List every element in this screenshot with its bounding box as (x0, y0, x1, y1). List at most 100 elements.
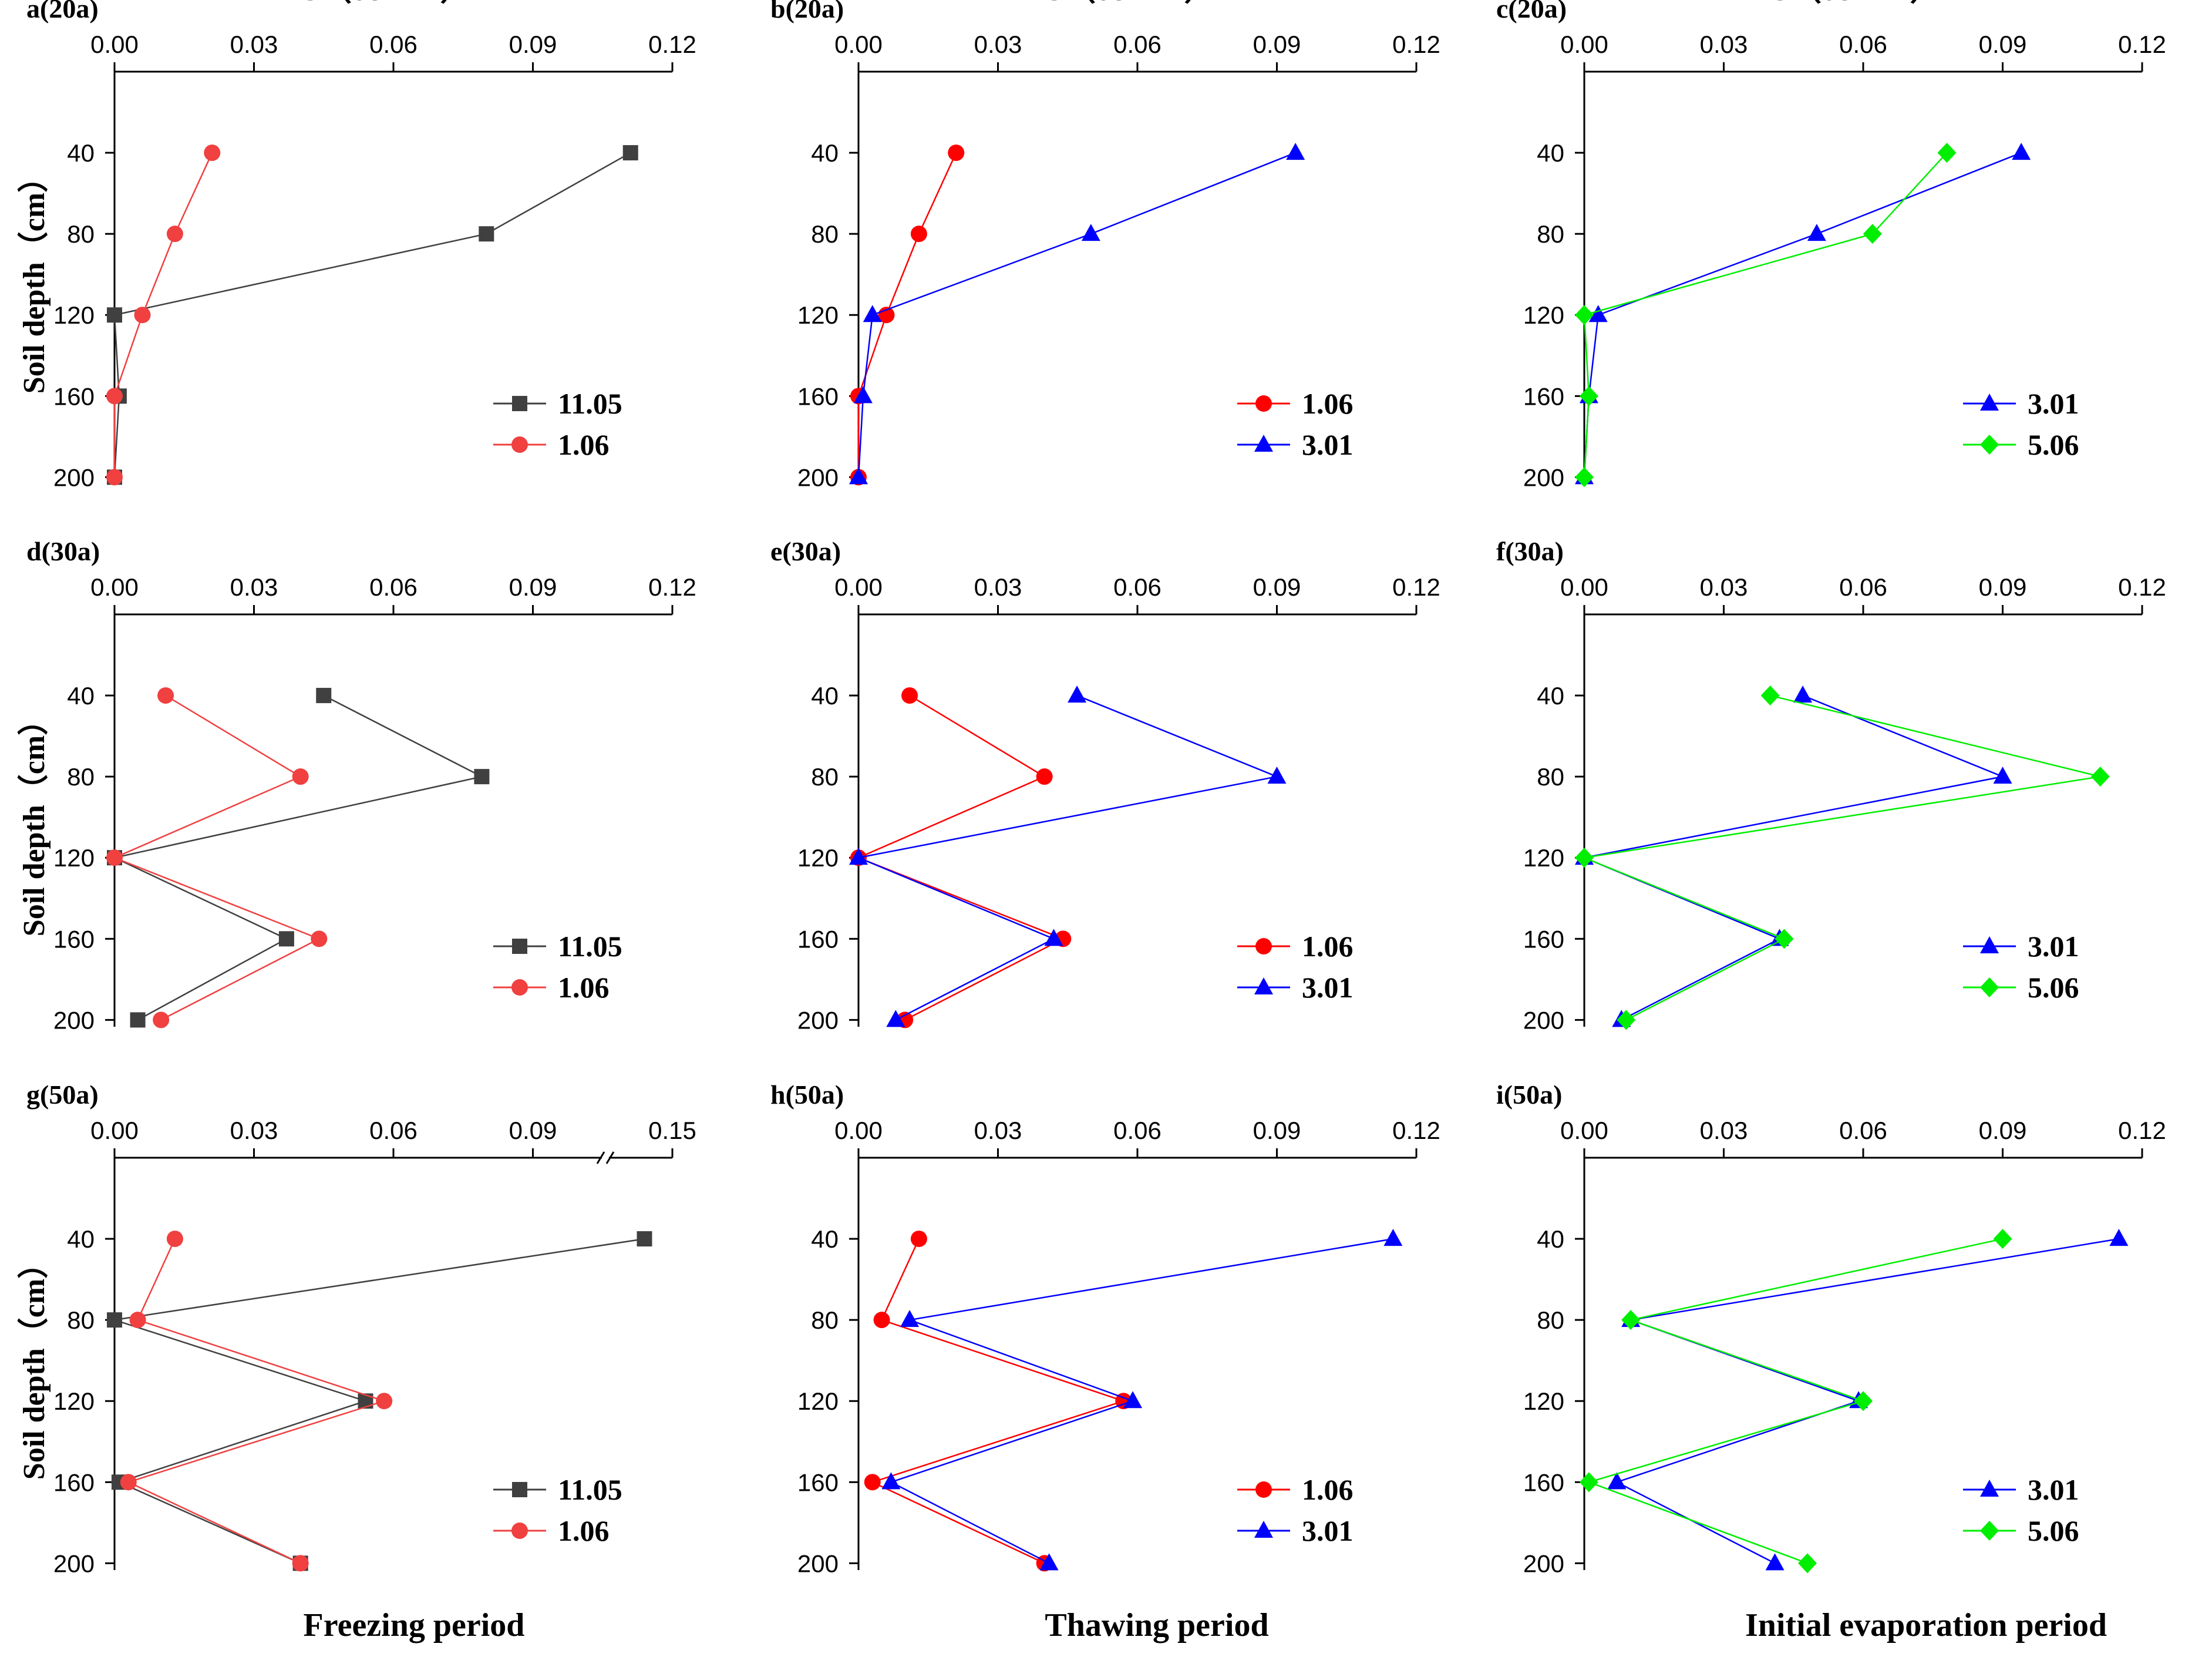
y-tick-label: 80 (67, 220, 95, 248)
x-tick-label: 0.00 (1560, 573, 1608, 601)
data-point-3.01 (1267, 767, 1287, 784)
panel-e: 0.00 0.03 0.06 0.09 0.12 40 80 120 160 200 e(30a) 1… (770, 536, 1440, 1034)
y-tick-label: 40 (1537, 139, 1564, 167)
legend-marker-3.01 (1980, 936, 1999, 953)
data-point-1.06 (129, 1312, 146, 1329)
y-tick-label: 40 (67, 682, 95, 710)
y-tick-label: 40 (811, 1225, 839, 1253)
y-tick-label: 160 (1523, 382, 1564, 410)
panel-g: 0.00 0.03 0.06 0.09 0.15 40 80 120 160 200 g(50a) S… (17, 1080, 696, 1577)
data-point-1.06 (864, 1474, 881, 1491)
legend-label: 3.01 (1302, 971, 1354, 1004)
legend-marker-1.06 (511, 1522, 528, 1539)
legend-label: 3.01 (1302, 1514, 1354, 1547)
data-point-5.06 (1798, 1553, 1817, 1574)
data-point-5.06 (1937, 143, 1957, 163)
legend-label: 5.06 (2028, 428, 2079, 461)
x-tick-label: 0.00 (834, 573, 883, 601)
data-point-5.06 (1760, 685, 1780, 706)
legend-label: 11.05 (558, 1473, 622, 1506)
data-point-1.06 (106, 469, 123, 486)
data-point-3.01 (1807, 224, 1826, 241)
x-tick-label: 0.00 (90, 573, 139, 601)
data-point-1.06 (948, 144, 965, 162)
panel-d: 0.00 0.03 0.06 0.09 0.12 40 80 120 160 200 d(30a) S… (17, 536, 696, 1034)
y-tick-label: 120 (1523, 301, 1564, 329)
data-point-11.05 (622, 145, 638, 161)
panel-c: 0.00 0.03 0.06 0.09 0.12 40 80 120 160 200 c(20a) E… (1496, 0, 2166, 491)
data-point-1.06 (153, 1011, 170, 1029)
data-point-1.06 (166, 226, 183, 243)
x-tick-label: 0.09 (1253, 573, 1301, 601)
y-tick-label: 200 (53, 1006, 95, 1034)
data-point-3.01 (2012, 143, 2031, 160)
series-line-11.05 (112, 694, 484, 1021)
x-tick-label: 0.15 (648, 1117, 696, 1144)
x-tick-label: 0.09 (1979, 573, 2027, 601)
y-tick-label: 80 (811, 763, 839, 791)
data-point-11.05 (474, 769, 490, 785)
y-tick-label: 40 (67, 1225, 95, 1253)
y-tick-label: 160 (53, 1468, 95, 1496)
x-tick-label: 0.00 (90, 31, 139, 58)
x-tick-label: 0.12 (2118, 1117, 2166, 1144)
legend-marker-1.06 (1255, 395, 1272, 412)
x-tick-label: 0.12 (1392, 573, 1440, 601)
data-point-5.06 (1617, 1010, 1636, 1030)
data-point-3.01 (881, 1472, 901, 1490)
data-point-11.05 (479, 226, 494, 242)
x-tick-label: 0.06 (1113, 573, 1161, 601)
data-point-5.06 (1621, 1310, 1641, 1330)
panel-label: d(30a) (26, 536, 100, 566)
data-point-3.01 (1039, 1553, 1059, 1571)
x-tick-label: 0.06 (1839, 1117, 1887, 1144)
panel-b: 0.00 0.03 0.06 0.09 0.12 40 80 120 160 200 b(20a) E… (770, 0, 1440, 491)
x-tick-label: 0.03 (974, 1117, 1022, 1144)
series-line-3.01 (1581, 694, 2005, 1021)
y-tick-label: 160 (1523, 925, 1564, 953)
y-tick-label: 80 (1537, 1306, 1564, 1334)
data-point-11.05 (637, 1231, 652, 1247)
data-point-3.01 (1123, 1391, 1143, 1409)
data-point-1.06 (157, 687, 174, 704)
x-tick-label: 0.09 (1253, 31, 1301, 58)
y-tick-label: 80 (1537, 220, 1564, 248)
x-tick-label: 0.09 (1979, 31, 2027, 58)
y-tick-label: 120 (1523, 844, 1564, 872)
y-tick-label: 200 (53, 463, 95, 491)
y-axis-title: Soil depth（cm） (17, 705, 51, 936)
legend-marker-11.05 (512, 1482, 527, 1497)
x-axis-title: EC（ds·m−1） (276, 0, 472, 7)
data-point-3.01 (1286, 143, 1305, 160)
data-point-1.06 (106, 388, 123, 405)
legend-label: 5.06 (2028, 971, 2079, 1004)
y-tick-label: 120 (797, 301, 839, 329)
panel-label: h(50a) (770, 1080, 844, 1110)
y-tick-label: 160 (797, 925, 839, 953)
panel-i: 0.00 0.03 0.06 0.09 0.12 40 80 120 160 200 i(50a) 3… (1496, 1080, 2166, 1577)
axis-break-mark (605, 1151, 615, 1164)
legend-label: 11.05 (558, 930, 622, 963)
y-tick-label: 120 (797, 844, 839, 872)
legend-label: 11.05 (558, 387, 622, 420)
period-label: Thawing period (1045, 1607, 1268, 1643)
legend-label: 1.06 (1302, 1473, 1354, 1506)
data-point-3.01 (1607, 1472, 1627, 1490)
data-point-3.01 (849, 848, 868, 865)
panel-label: g(50a) (26, 1080, 99, 1110)
legend-marker-3.01 (1254, 435, 1273, 452)
data-point-1.06 (120, 1474, 137, 1491)
data-point-1.06 (292, 768, 309, 785)
y-tick-label: 160 (1523, 1468, 1564, 1496)
legend-label: 3.01 (2028, 1473, 2079, 1506)
data-point-5.06 (1775, 929, 1794, 949)
data-point-1.06 (134, 307, 151, 324)
legend-label: 1.06 (1302, 387, 1354, 420)
data-point-1.06 (311, 930, 328, 947)
y-tick-label: 40 (1537, 682, 1564, 710)
data-point-11.05 (107, 1312, 122, 1328)
legend-label: 3.01 (2028, 930, 2079, 963)
x-tick-label: 0.12 (2118, 31, 2166, 58)
data-point-5.06 (1993, 1229, 2012, 1249)
data-point-1.06 (292, 1555, 309, 1572)
